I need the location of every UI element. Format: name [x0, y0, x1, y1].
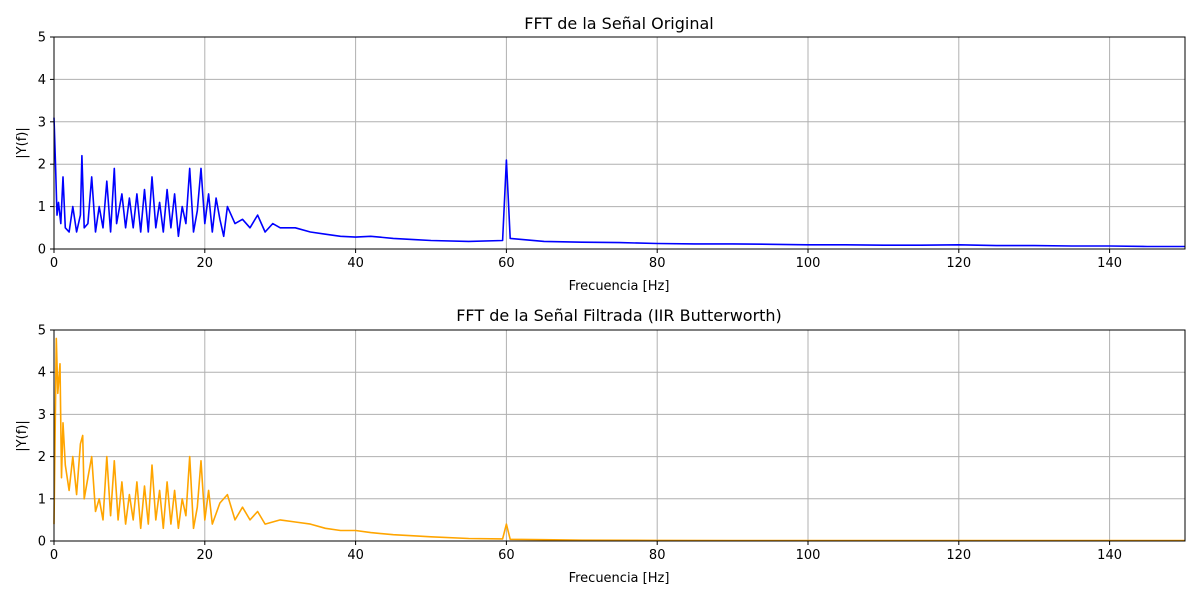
chart-title: FFT de la Señal Original	[524, 14, 714, 33]
plot-frame	[53, 36, 1186, 250]
x-tick-label: 80	[649, 256, 666, 271]
chart-title: FFT de la Señal Filtrada (IIR Butterwort…	[456, 306, 782, 325]
y-tick-label: 2	[38, 158, 46, 173]
series-line-original	[53, 117, 1185, 248]
x-axis-label: Frecuencia [Hz]	[569, 571, 670, 586]
y-tick-label: 3	[38, 408, 46, 423]
x-tick-labels: 0 20 40 60 80 100 120 140	[50, 541, 1122, 563]
plot-frame	[53, 329, 1186, 542]
y-tick-labels: 0 1 2 3 4 5	[38, 31, 54, 258]
y-tick-label: 2	[38, 450, 46, 465]
y-tick-label: 3	[38, 115, 46, 130]
x-tick-label: 80	[649, 548, 666, 563]
y-tick-label: 0	[38, 243, 46, 258]
x-tick-label: 120	[946, 548, 971, 563]
y-tick-label: 5	[38, 324, 46, 339]
x-tick-label: 100	[796, 548, 821, 563]
series-line	[53, 337, 1185, 542]
x-tick-label: 140	[1097, 548, 1122, 563]
y-tick-label: 5	[38, 31, 46, 46]
x-tick-label: 60	[498, 548, 515, 563]
x-axis-label: Frecuencia [Hz]	[569, 279, 670, 294]
y-tick-labels: 0 1 2 3 4 5	[38, 324, 54, 550]
x-tick-labels: 0 20 40 60 80 100 120 140	[50, 249, 1122, 271]
x-tick-label: 140	[1097, 256, 1122, 271]
y-axis-label: |Y(f)|	[15, 420, 30, 451]
x-tick-label: 60	[498, 256, 515, 271]
chart-panel-filtered: FFT de la Señal Filtrada (IIR Butterwort…	[15, 306, 1186, 586]
y-axis-label: |Y(f)|	[15, 127, 30, 158]
x-tick-label: 20	[197, 548, 214, 563]
x-tick-label: 40	[347, 548, 364, 563]
x-tick-label: 100	[796, 256, 821, 271]
x-tick-label: 40	[347, 256, 364, 271]
y-tick-label: 1	[38, 492, 46, 507]
x-tick-label: 0	[50, 256, 58, 271]
y-tick-label: 4	[38, 73, 46, 88]
grid	[53, 36, 1185, 250]
grid	[53, 329, 1185, 542]
chart-panel-original: FFT de la Señal Original 0 20 40 60 80 100 120…	[15, 14, 1186, 294]
x-tick-label: 0	[50, 548, 58, 563]
series-line-filtered	[53, 337, 1185, 542]
y-tick-label: 0	[38, 535, 46, 550]
y-tick-label: 4	[38, 366, 46, 381]
x-tick-label: 20	[197, 256, 214, 271]
x-tick-label: 120	[946, 256, 971, 271]
series-line	[53, 117, 1185, 248]
y-tick-label: 1	[38, 200, 46, 215]
